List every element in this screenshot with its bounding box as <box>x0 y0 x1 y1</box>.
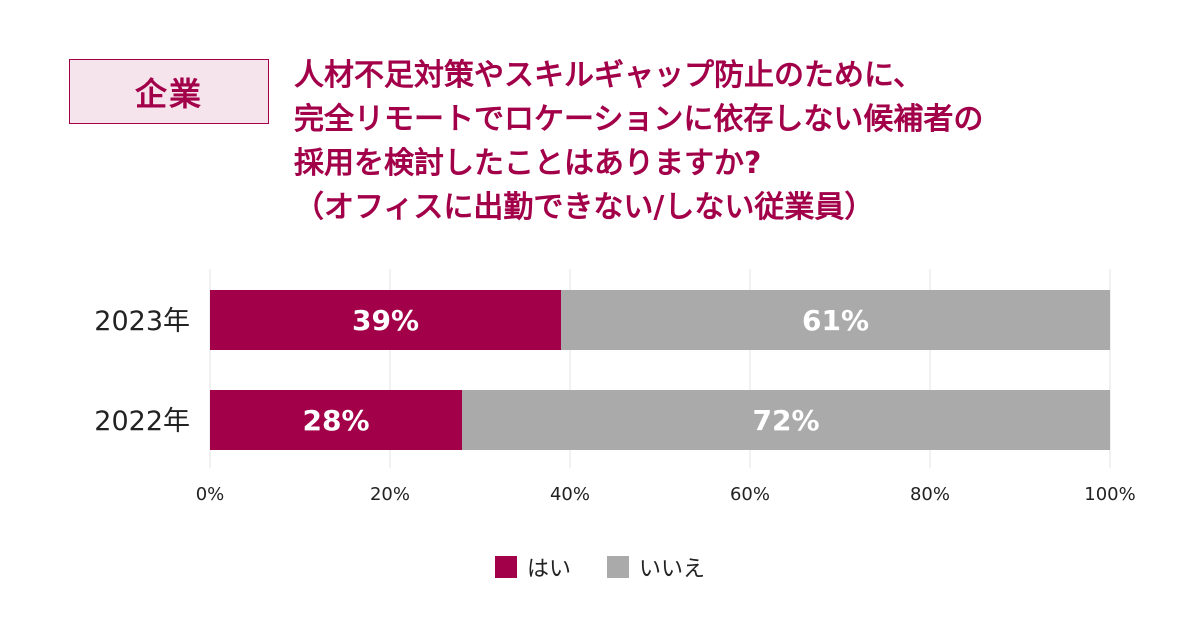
legend-item-yes: はい <box>494 551 571 583</box>
bar-segment <box>561 290 1110 350</box>
category-label: 2022年 <box>94 406 190 437</box>
bar-data-label: 39% <box>352 304 419 337</box>
chart-title: 人材不足対策やスキルギャップ防止のために、 完全リモートでロケーションに依存しな… <box>294 54 1174 230</box>
bar-data-label: 72% <box>752 404 819 437</box>
x-tick-label: 80% <box>910 484 950 505</box>
x-tick-label: 100% <box>1084 484 1135 505</box>
category-label: 2023年 <box>94 306 190 337</box>
title-line: （オフィスに出勤できない/しない従業員） <box>294 190 875 225</box>
bar-segment <box>462 390 1110 450</box>
bar-data-label: 28% <box>302 404 369 437</box>
legend-item-no: いいえ <box>607 551 705 583</box>
title-line: 人材不足対策やスキルギャップ防止のために、 <box>294 58 924 93</box>
legend-label-no: いいえ <box>639 557 706 582</box>
title-line: 採用を検討したことはありますか? <box>294 146 762 181</box>
bar-segment <box>210 290 561 350</box>
x-tick-label: 40% <box>550 484 590 505</box>
legend-label-yes: はい <box>526 557 571 582</box>
legend-swatch-yes <box>494 556 517 578</box>
segment-badge: 企業 <box>69 59 269 124</box>
title-line: 完全リモートでロケーションに依存しない候補者の <box>294 102 984 137</box>
chart-legend: はい いいえ <box>0 551 1200 583</box>
x-tick-label: 60% <box>730 484 770 505</box>
x-tick-label: 0% <box>196 484 225 505</box>
x-tick-label: 20% <box>370 484 410 505</box>
legend-swatch-no <box>607 556 629 578</box>
bar-data-label: 61% <box>802 304 869 337</box>
segment-badge-label: 企業 <box>134 74 203 113</box>
bar-segment <box>210 390 462 450</box>
